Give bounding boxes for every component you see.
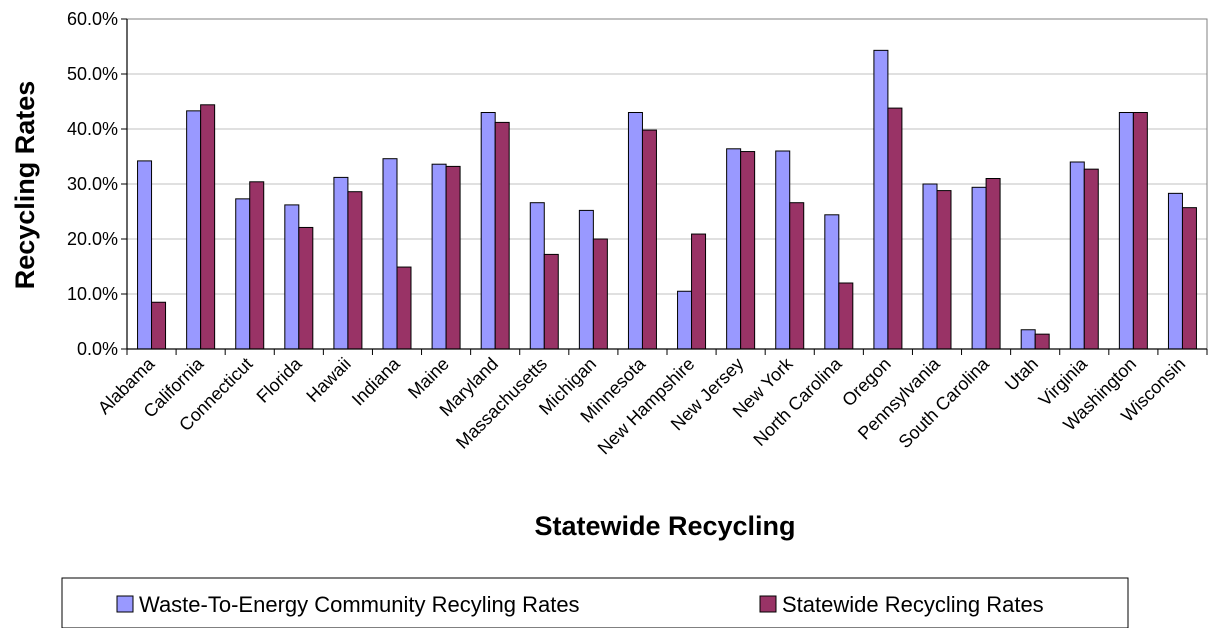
bar-waste-to-energy-indiana (382, 158, 398, 350)
bar-waste-to-energy-oregon (873, 49, 889, 350)
legend: Waste-To-Energy Community Recyling Rates… (61, 577, 1129, 628)
bar-statewide-utah (1034, 333, 1050, 350)
y-tick-label: 40.0% (67, 119, 118, 139)
bar-statewide-south-carolina (985, 178, 1001, 350)
legend-swatch-statewide (759, 595, 777, 613)
y-tick-label: 60.0% (67, 9, 118, 29)
bar-waste-to-energy-wisconsin (1167, 192, 1183, 350)
bar-statewide-washington (1132, 112, 1148, 350)
bar-waste-to-energy-new-york (775, 150, 791, 350)
x-tick-labels: AlabamaCaliforniaConnecticutFloridaHawai… (94, 349, 1208, 458)
y-tick-label: 0.0% (77, 339, 118, 359)
bar-waste-to-energy-minnesota (627, 112, 643, 350)
x-axis-title: Statewide Recycling (534, 511, 795, 541)
y-tick-label: 20.0% (67, 229, 118, 249)
bar-statewide-california (200, 104, 216, 350)
y-tick-label: 10.0% (67, 284, 118, 304)
bar-waste-to-energy-massachusetts (529, 202, 545, 350)
bar-statewide-oregon (887, 107, 903, 350)
bar-waste-to-energy-michigan (578, 209, 594, 350)
legend-swatch-waste-to-energy (116, 595, 134, 613)
bar-waste-to-energy-california (186, 110, 202, 350)
legend-label-statewide: Statewide Recycling Rates (782, 592, 1044, 617)
bar-statewide-hawaii (347, 191, 363, 350)
bar-statewide-massachusetts (543, 253, 559, 350)
x-tick-label: South Carolina (895, 353, 994, 452)
bar-waste-to-energy-alabama (137, 160, 153, 350)
bar-statewide-new-york (789, 202, 805, 350)
x-tick-label: Florida (253, 353, 307, 407)
x-tick-label: Indiana (348, 353, 405, 410)
y-tick-label: 30.0% (67, 174, 118, 194)
bar-statewide-wisconsin (1181, 207, 1197, 350)
bar-statewide-new-jersey (740, 151, 756, 350)
x-tick-label: North Carolina (749, 353, 846, 450)
y-tick-label: 50.0% (67, 64, 118, 84)
bar-statewide-florida (298, 226, 314, 350)
bar-statewide-pennsylvania (936, 190, 952, 350)
bar-statewide-indiana (396, 266, 412, 350)
bar-waste-to-energy-connecticut (235, 198, 251, 350)
bar-waste-to-energy-maine (431, 163, 447, 350)
bar-waste-to-energy-hawaii (333, 176, 349, 350)
y-axis-title: Recycling Rates (10, 81, 40, 290)
bar-waste-to-energy-new-hampshire (677, 290, 693, 350)
bar-waste-to-energy-maryland (480, 112, 496, 350)
bar-statewide-connecticut (249, 181, 265, 350)
y-tick-labels: 0.0% 10.0% 20.0% 30.0% 40.0% 50.0% 60.0% (67, 9, 127, 359)
bar-waste-to-energy-utah (1020, 329, 1036, 350)
bar-waste-to-energy-new-jersey (726, 148, 742, 350)
bar-statewide-alabama (151, 301, 167, 350)
bar-statewide-north-carolina (838, 282, 854, 350)
bar-waste-to-energy-north-carolina (824, 214, 840, 350)
bar-statewide-maryland (494, 121, 510, 350)
bar-waste-to-energy-pennsylvania (922, 183, 938, 350)
x-tick-label: Utah (1001, 354, 1042, 395)
bar-waste-to-energy-virginia (1069, 161, 1085, 350)
bar-statewide-maine (445, 165, 461, 350)
bar-waste-to-energy-florida (284, 204, 300, 350)
bar-statewide-minnesota (641, 129, 657, 350)
legend-label-waste-to-energy: Waste-To-Energy Community Recyling Rates (139, 592, 580, 617)
bar-waste-to-energy-washington (1118, 112, 1134, 350)
x-tick-label: Hawaii (302, 354, 354, 406)
bar-statewide-new-hampshire (691, 233, 707, 350)
bar-waste-to-energy-south-carolina (971, 186, 987, 350)
bar-statewide-michigan (592, 238, 608, 350)
legend-box (61, 577, 1129, 628)
bar-statewide-virginia (1083, 168, 1099, 350)
bars (137, 49, 1197, 350)
